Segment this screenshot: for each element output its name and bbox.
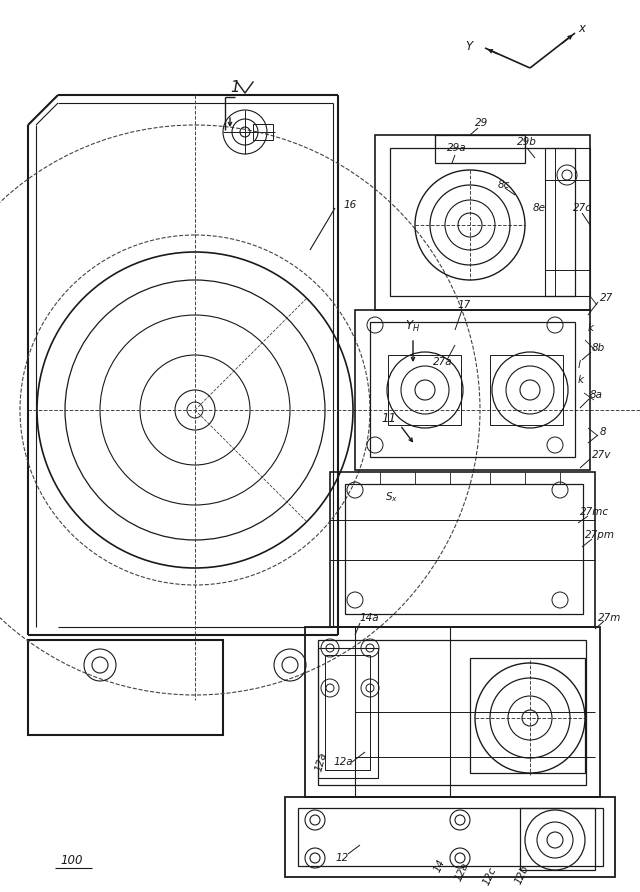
Bar (325, 655, 370, 770)
Text: 27pm: 27pm (585, 530, 615, 540)
Text: $Y_H$: $Y_H$ (405, 318, 420, 334)
Text: 11: 11 (381, 411, 396, 425)
Text: 12a: 12a (314, 751, 329, 772)
Text: x: x (578, 21, 585, 35)
Text: 12a: 12a (453, 861, 470, 883)
Text: 27: 27 (600, 293, 613, 303)
Text: 1: 1 (230, 80, 239, 95)
Text: 14: 14 (433, 858, 447, 874)
Bar (470, 658, 585, 773)
Text: 16: 16 (343, 200, 356, 210)
Bar (345, 484, 583, 614)
Text: 27a: 27a (433, 357, 452, 367)
Text: 8: 8 (600, 427, 607, 437)
Text: 12b: 12b (513, 863, 531, 886)
Text: 27c: 27c (573, 203, 592, 213)
Text: k: k (588, 323, 594, 333)
Text: 17: 17 (458, 300, 471, 310)
Bar (298, 808, 603, 866)
Bar (388, 355, 461, 425)
Text: 27mc: 27mc (580, 507, 609, 517)
Text: 8b: 8b (592, 343, 605, 353)
Text: 8a: 8a (590, 390, 603, 400)
Text: l: l (578, 360, 581, 370)
Bar (330, 472, 595, 627)
Text: 14a: 14a (360, 613, 380, 623)
Bar (28, 640, 223, 735)
Text: $S_x$: $S_x$ (385, 490, 398, 504)
Bar (318, 640, 586, 785)
Text: Y: Y (465, 39, 472, 53)
Bar (435, 135, 525, 163)
Bar (370, 322, 575, 457)
Text: 100: 100 (61, 854, 83, 866)
Bar (545, 148, 590, 296)
Text: 29a: 29a (447, 143, 467, 153)
Text: 12: 12 (335, 853, 348, 863)
Text: 12c: 12c (481, 865, 499, 887)
Text: k: k (578, 375, 584, 385)
Bar (390, 148, 575, 296)
Text: 27m: 27m (598, 613, 621, 623)
Bar (375, 135, 590, 310)
Text: 29: 29 (475, 118, 488, 128)
Bar (520, 808, 595, 870)
Text: 29b: 29b (517, 137, 537, 147)
Text: 8c: 8c (498, 180, 510, 190)
Bar (253, 124, 273, 140)
Bar (285, 797, 615, 877)
Bar (305, 627, 600, 797)
Text: 12a: 12a (333, 757, 353, 767)
Bar (490, 355, 563, 425)
Bar (318, 648, 378, 778)
Text: 27v: 27v (592, 450, 611, 460)
Bar (355, 310, 590, 470)
Text: 8e: 8e (533, 203, 546, 213)
